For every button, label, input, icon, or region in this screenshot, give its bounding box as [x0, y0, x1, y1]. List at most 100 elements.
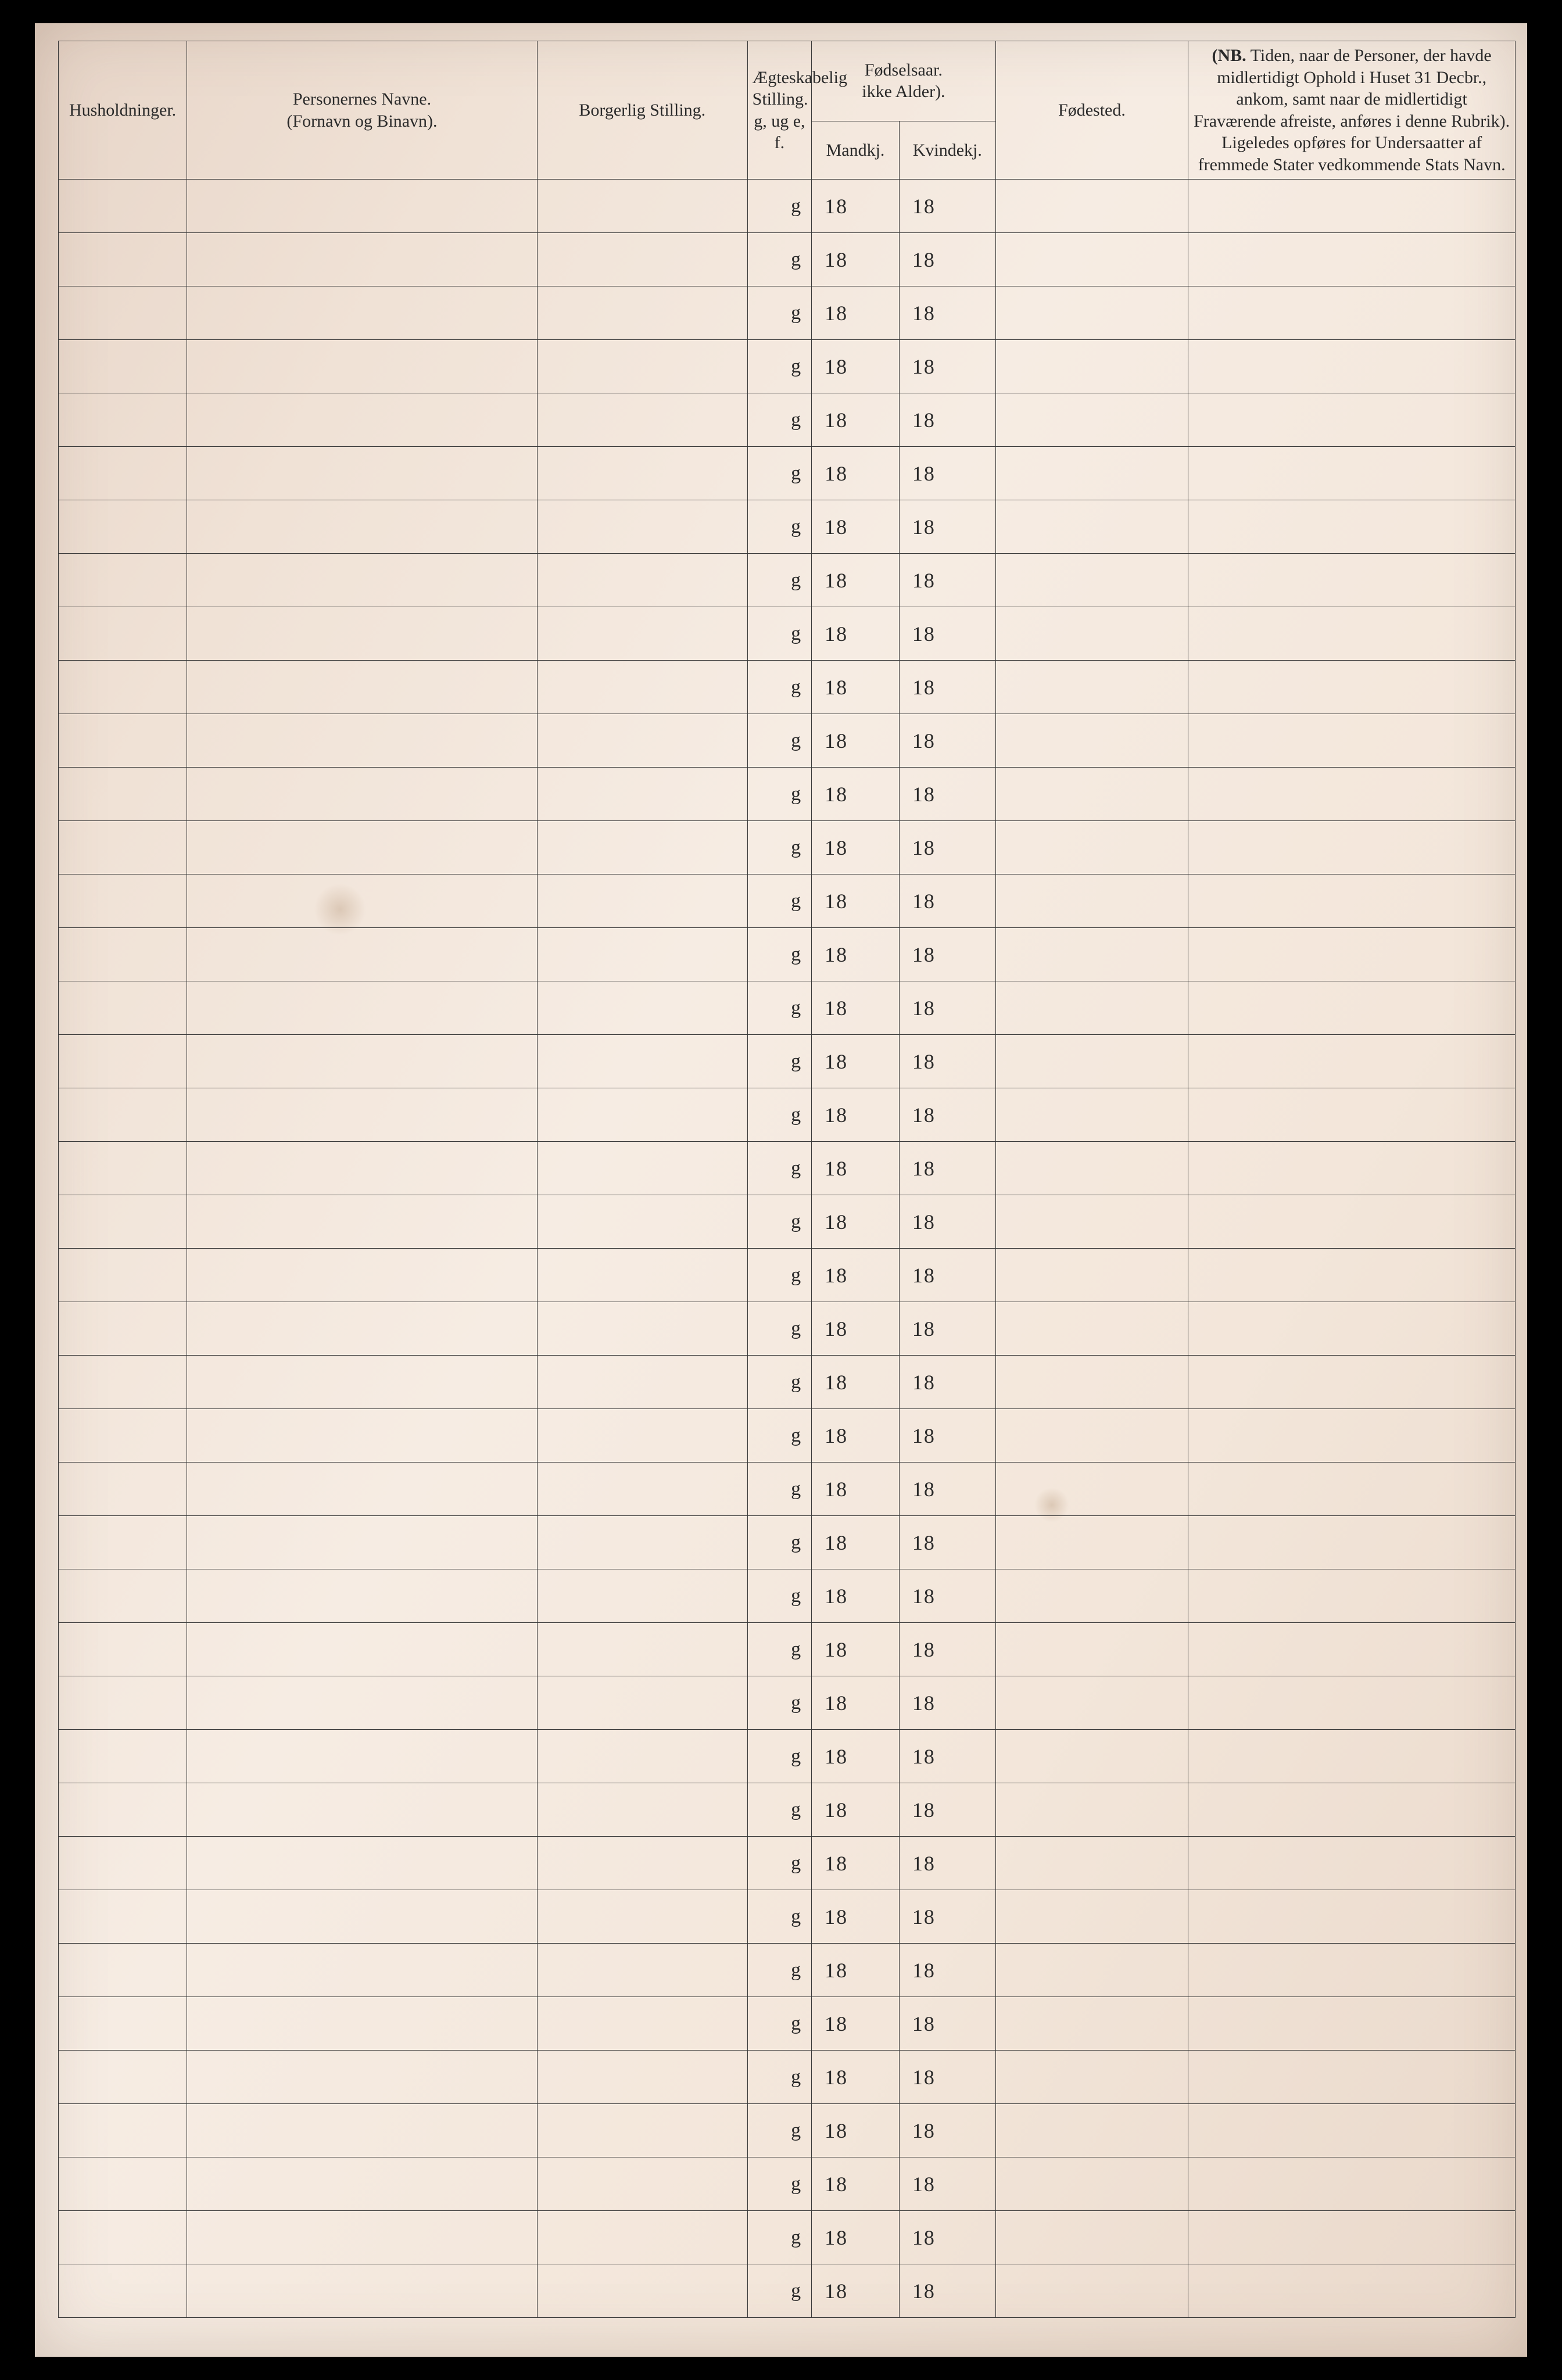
table-row: g1818	[59, 1409, 1516, 1463]
cell-navne	[187, 2104, 538, 2157]
table-row: g1818	[59, 1516, 1516, 1569]
cell-husholdninger	[59, 1890, 187, 1944]
cell-kvindekj: 18	[899, 1997, 995, 2051]
table-row: g1818	[59, 1249, 1516, 1302]
cell-notes	[1188, 821, 1516, 874]
cell-kvindekj: 18	[899, 500, 995, 554]
cell-fodested	[995, 1195, 1188, 1249]
cell-notes	[1188, 447, 1516, 500]
cell-borgerlig	[537, 233, 747, 286]
cell-mandkj: 18	[812, 1249, 900, 1302]
cell-kvindekj: 18	[899, 928, 995, 981]
cell-navne	[187, 1783, 538, 1837]
cell-husholdninger	[59, 1623, 187, 1676]
cell-notes	[1188, 1730, 1516, 1783]
cell-husholdninger	[59, 1463, 187, 1516]
cell-mandkj: 18	[812, 1783, 900, 1837]
cell-notes	[1188, 2051, 1516, 2104]
cell-notes	[1188, 340, 1516, 393]
cell-husholdninger	[59, 607, 187, 661]
cell-navne	[187, 393, 538, 447]
cell-borgerlig	[537, 2211, 747, 2264]
cell-mandkj: 18	[812, 821, 900, 874]
cell-husholdninger	[59, 1944, 187, 1997]
col-kvindekj: Kvindekj.	[899, 121, 995, 179]
cell-borgerlig	[537, 1837, 747, 1890]
cell-navne	[187, 1142, 538, 1195]
table-row: g1818	[59, 233, 1516, 286]
cell-g: g	[747, 1463, 812, 1516]
cell-borgerlig	[537, 447, 747, 500]
cell-mandkj: 18	[812, 554, 900, 607]
col-fodselsaar-line2: ikke Alder).	[862, 82, 945, 101]
cell-borgerlig	[537, 2104, 747, 2157]
cell-navne	[187, 1409, 538, 1463]
cell-fodested	[995, 1944, 1188, 1997]
cell-borgerlig	[537, 1997, 747, 2051]
cell-notes	[1188, 1837, 1516, 1890]
cell-fodested	[995, 1676, 1188, 1730]
cell-mandkj: 18	[812, 340, 900, 393]
cell-notes	[1188, 2104, 1516, 2157]
cell-g: g	[747, 661, 812, 714]
cell-mandkj: 18	[812, 500, 900, 554]
cell-g: g	[747, 1516, 812, 1569]
cell-g: g	[747, 1035, 812, 1088]
cell-notes	[1188, 1676, 1516, 1730]
cell-kvindekj: 18	[899, 1944, 995, 1997]
cell-navne	[187, 1730, 538, 1783]
cell-navne	[187, 1944, 538, 1997]
cell-husholdninger	[59, 447, 187, 500]
cell-g: g	[747, 2211, 812, 2264]
cell-fodested	[995, 2051, 1188, 2104]
cell-borgerlig	[537, 2157, 747, 2211]
cell-notes	[1188, 1302, 1516, 1356]
cell-g: g	[747, 2157, 812, 2211]
cell-mandkj: 18	[812, 233, 900, 286]
col-borgerlig: Borgerlig Stilling.	[537, 41, 747, 180]
cell-mandkj: 18	[812, 2264, 900, 2318]
cell-kvindekj: 18	[899, 607, 995, 661]
cell-navne	[187, 607, 538, 661]
cell-fodested	[995, 1409, 1188, 1463]
cell-mandkj: 18	[812, 1142, 900, 1195]
cell-notes	[1188, 1356, 1516, 1409]
cell-husholdninger	[59, 2211, 187, 2264]
cell-mandkj: 18	[812, 1409, 900, 1463]
cell-kvindekj: 18	[899, 286, 995, 340]
cell-navne	[187, 1356, 538, 1409]
cell-navne	[187, 661, 538, 714]
cell-navne	[187, 1516, 538, 1569]
sheet-area: Husholdninger. Personernes Navne. (Forna…	[58, 41, 1516, 2339]
cell-navne	[187, 1302, 538, 1356]
cell-husholdninger	[59, 1142, 187, 1195]
table-row: g1818	[59, 1463, 1516, 1516]
cell-kvindekj: 18	[899, 1890, 995, 1944]
table-row: g1818	[59, 340, 1516, 393]
cell-husholdninger	[59, 1356, 187, 1409]
cell-borgerlig	[537, 1249, 747, 1302]
cell-kvindekj: 18	[899, 1676, 995, 1730]
cell-husholdninger	[59, 1837, 187, 1890]
cell-kvindekj: 18	[899, 1837, 995, 1890]
cell-navne	[187, 1088, 538, 1142]
cell-notes	[1188, 1088, 1516, 1142]
cell-kvindekj: 18	[899, 1783, 995, 1837]
col-notes: (NB. Tiden, naar de Personer, der havde …	[1188, 41, 1516, 180]
cell-fodested	[995, 1890, 1188, 1944]
cell-husholdninger	[59, 714, 187, 768]
cell-g: g	[747, 1249, 812, 1302]
cell-fodested	[995, 2157, 1188, 2211]
cell-kvindekj: 18	[899, 1516, 995, 1569]
cell-notes	[1188, 1783, 1516, 1837]
cell-husholdninger	[59, 1409, 187, 1463]
cell-mandkj: 18	[812, 607, 900, 661]
cell-g: g	[747, 928, 812, 981]
cell-g: g	[747, 2104, 812, 2157]
cell-kvindekj: 18	[899, 2264, 995, 2318]
cell-mandkj: 18	[812, 393, 900, 447]
table-row: g1818	[59, 286, 1516, 340]
cell-notes	[1188, 1944, 1516, 1997]
table-row: g1818	[59, 1837, 1516, 1890]
notes-text: Tiden, naar de Personer, der havde midle…	[1194, 46, 1510, 174]
